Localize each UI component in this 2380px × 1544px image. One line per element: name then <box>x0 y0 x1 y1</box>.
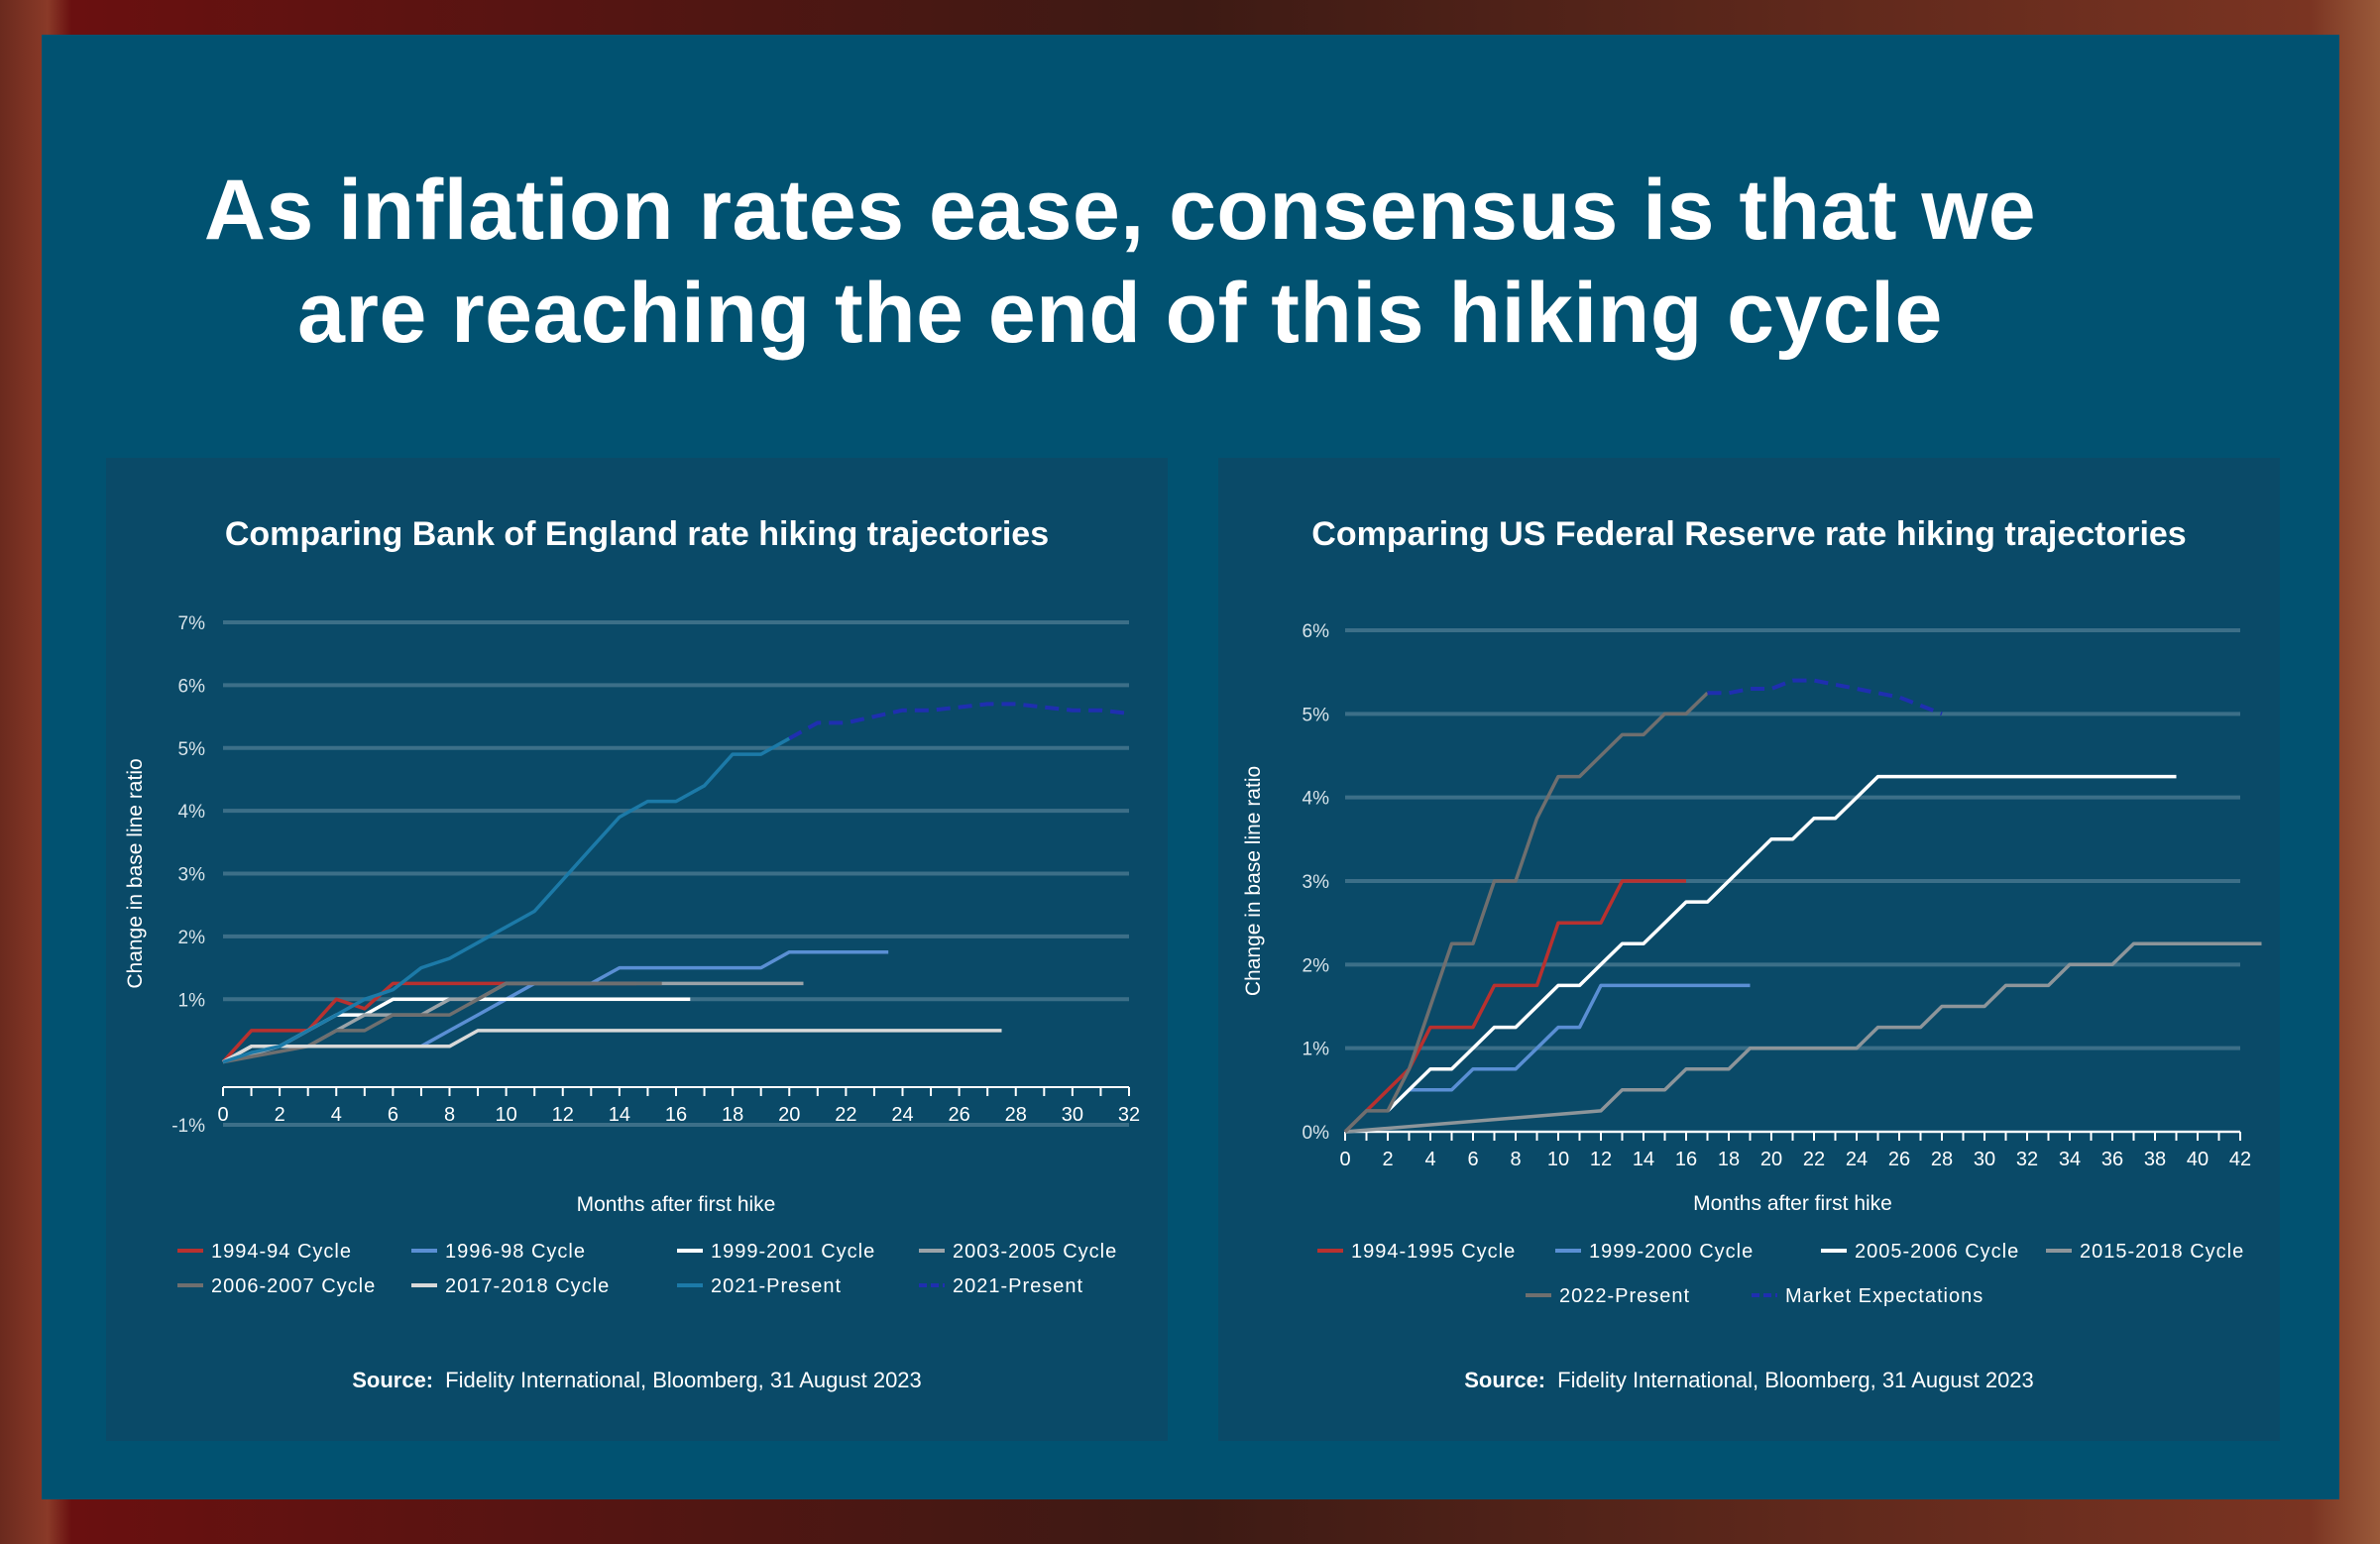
x-tick-label: 30 <box>1062 1104 1083 1126</box>
x-tick-label: 12 <box>552 1104 574 1126</box>
y-tick-label: 3% <box>178 865 206 886</box>
x-tick-label: 22 <box>835 1104 856 1126</box>
x-tick-label: 28 <box>1005 1104 1027 1126</box>
x-tick-label: 4 <box>331 1104 342 1126</box>
x-axis-label: Months after first hike <box>577 1193 776 1216</box>
series-line-3 <box>1344 941 2262 1134</box>
y-tick-label: 6% <box>178 676 206 697</box>
y-tick-label: 4% <box>178 802 206 823</box>
x-tick-label: 40 <box>2187 1149 2209 1170</box>
boe-chart: -1%1%2%3%4%5%6%7%0 2 4 6 8 10 12 14 16 18 20 22 24 26… <box>124 613 1140 1297</box>
y-tick-label: 7% <box>178 613 206 634</box>
y-tick-label: 5% <box>178 739 206 760</box>
x-tick-label: 0 <box>217 1104 228 1126</box>
x-tick-label: 26 <box>1888 1149 1910 1170</box>
y-axis-label: Change in base line ratio <box>124 758 147 988</box>
series-line-2 <box>1386 774 2177 1113</box>
x-tick-label: 26 <box>949 1104 970 1126</box>
source-label: Source: <box>352 1368 434 1392</box>
x-tick-label: 16 <box>665 1104 687 1126</box>
series-line-5 <box>1707 678 1943 717</box>
headline-line-1: As inflation rates ease, consensus is th… <box>203 163 2037 258</box>
x-tick-label: 14 <box>1633 1149 1654 1170</box>
x-tick-label: 32 <box>2016 1149 2038 1170</box>
y-tick-label: 2% <box>178 928 206 948</box>
legend-label: 2006-2007 Cycle <box>211 1275 376 1297</box>
x-tick-label: 10 <box>496 1104 517 1126</box>
legend-label: 2015-2018 Cycle <box>2080 1241 2244 1263</box>
source-note: Source: Fidelity International, Bloomberg… <box>1218 1368 2280 1393</box>
boe-chart-card: Comparing Bank of England rate hiking tr… <box>106 458 1168 1441</box>
legend-label: 1994-1995 Cycle <box>1351 1241 1516 1263</box>
source-label: Source: <box>1464 1368 1546 1392</box>
source-note: Source: Fidelity International, Bloomberg… <box>106 1368 1168 1393</box>
chart-title: Comparing US Federal Reserve rate hiking… <box>1311 515 2187 553</box>
y-tick-label: 4% <box>1303 789 1330 810</box>
series-line-1 <box>1386 983 1751 1113</box>
source-text: Fidelity International, Bloomberg, 31 Au… <box>445 1368 922 1392</box>
x-tick-label: 6 <box>1467 1149 1478 1170</box>
x-tick-label: 18 <box>1718 1149 1740 1170</box>
series-line-0 <box>1343 879 1686 1134</box>
legend-label: 2003-2005 Cycle <box>953 1241 1117 1263</box>
headline: As inflation rates ease, consensus is th… <box>178 159 2062 365</box>
legend-label: 2005-2006 Cycle <box>1855 1241 2019 1263</box>
y-tick-label: 6% <box>1303 621 1330 642</box>
chart-title: Comparing Bank of England rate hiking tr… <box>224 515 1050 553</box>
series-line-5 <box>222 1029 1002 1064</box>
y-tick-label: 5% <box>1303 705 1330 725</box>
series-line-4 <box>1343 692 1709 1134</box>
x-tick-label: 12 <box>1590 1149 1612 1170</box>
x-tick-label: 8 <box>444 1104 455 1126</box>
x-tick-label: 4 <box>1424 1149 1435 1170</box>
x-tick-label: 38 <box>2144 1149 2166 1170</box>
x-tick-label: 34 <box>2059 1149 2081 1170</box>
x-tick-label: 24 <box>1846 1149 1868 1170</box>
series-line-4 <box>222 981 662 1064</box>
x-tick-label: 28 <box>1931 1149 1953 1170</box>
y-tick-label: 2% <box>1303 955 1330 976</box>
x-tick-label: 22 <box>1803 1149 1825 1170</box>
x-tick-label: 6 <box>388 1104 398 1126</box>
y-tick-label: 3% <box>1303 872 1330 893</box>
y-tick-label: 0% <box>1303 1123 1330 1144</box>
x-tick-label: 42 <box>2229 1149 2251 1170</box>
legend-label: 1996-98 Cycle <box>445 1241 586 1263</box>
x-tick-label: 18 <box>722 1104 743 1126</box>
x-tick-label: 14 <box>609 1104 630 1126</box>
legend-label: Market Expectations <box>1785 1285 1983 1307</box>
legend-label: 2021-Present <box>953 1275 1083 1297</box>
fed-chart-card: Comparing US Federal Reserve rate hiking… <box>1218 458 2280 1441</box>
x-tick-label: 2 <box>1382 1149 1393 1170</box>
y-axis-label: Change in base line ratio <box>1242 766 1265 996</box>
x-tick-label: 2 <box>275 1104 285 1126</box>
y-tick-label: -1% <box>171 1116 205 1137</box>
x-tick-label: 0 <box>1339 1149 1350 1170</box>
headline-line-2: are reaching the end of this hiking cycl… <box>297 266 1943 361</box>
x-tick-label: 32 <box>1118 1104 1140 1126</box>
legend-label: 1999-2001 Cycle <box>711 1241 875 1263</box>
legend-label: 1999-2000 Cycle <box>1589 1241 1754 1263</box>
legend-label: 2021-Present <box>711 1275 842 1297</box>
y-tick-label: 1% <box>178 990 206 1011</box>
source-text: Fidelity International, Bloomberg, 31 Au… <box>1557 1368 2034 1392</box>
x-tick-label: 8 <box>1510 1149 1521 1170</box>
x-tick-label: 36 <box>2101 1149 2123 1170</box>
x-tick-label: 20 <box>778 1104 800 1126</box>
series-line-7 <box>788 702 1130 740</box>
x-tick-label: 30 <box>1974 1149 1995 1170</box>
y-tick-label: 1% <box>1303 1040 1330 1060</box>
x-tick-label: 24 <box>891 1104 913 1126</box>
legend-label: 2017-2018 Cycle <box>445 1275 610 1297</box>
x-tick-label: 10 <box>1547 1149 1569 1170</box>
legend-label: 2022-Present <box>1559 1285 1690 1307</box>
x-tick-label: 16 <box>1675 1149 1697 1170</box>
x-tick-label: 20 <box>1760 1149 1782 1170</box>
x-axis-label: Months after first hike <box>1693 1192 1892 1215</box>
legend-label: 1994-94 Cycle <box>211 1241 352 1263</box>
series-line-6 <box>222 736 791 1064</box>
fed-chart: 0%1%2%3%4%5%6%0 2 4 6 8 10 12 14 16 18 20 22 24 26 28 3… <box>1242 621 2262 1307</box>
